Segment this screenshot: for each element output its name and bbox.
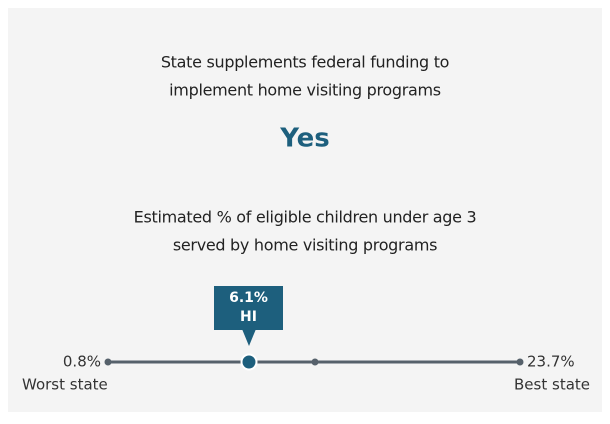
question-line: Estimated % of eligible children under a…	[134, 208, 477, 227]
max-label: 23.7%	[527, 353, 575, 371]
marker-box	[214, 286, 283, 330]
answer: Yes	[279, 124, 330, 154]
marker-dot	[240, 353, 258, 371]
min-label: 0.8%	[63, 353, 101, 371]
min-caption: Worst state	[22, 376, 108, 394]
scale-end	[516, 358, 524, 366]
question-line: implement home visiting programs	[169, 81, 441, 100]
marker-state: HI	[240, 309, 257, 325]
marker-pointer	[242, 329, 256, 346]
question-line: State supplements federal funding to	[161, 53, 449, 72]
max-caption: Best state	[514, 376, 590, 394]
marker-value: 6.1%	[229, 290, 268, 306]
scale-end	[104, 358, 112, 366]
question-line: served by home visiting programs	[173, 236, 437, 255]
scale-mid	[311, 358, 319, 366]
panel	[8, 8, 602, 412]
